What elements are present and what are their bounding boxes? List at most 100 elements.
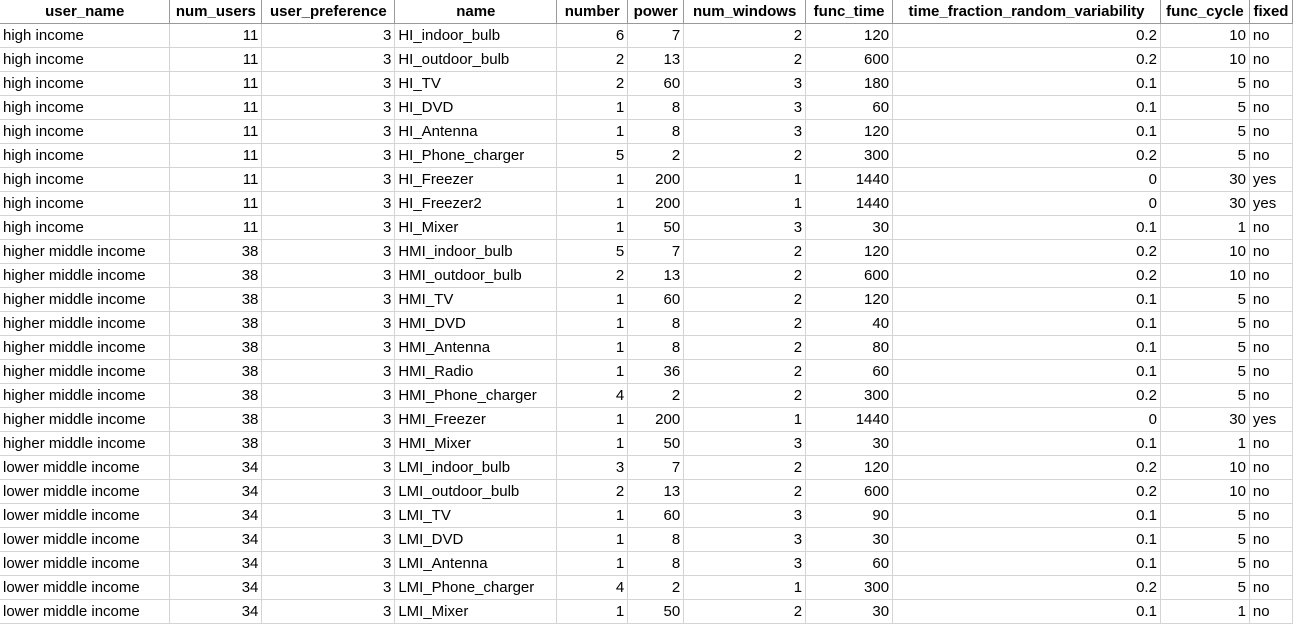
cell-user-preference[interactable]: 3 [261,455,396,480]
cell-fixed[interactable]: no [1249,431,1293,456]
cell-name[interactable]: LMI_Mixer [394,599,558,624]
cell-fixed[interactable]: yes [1249,167,1293,192]
cell-power[interactable]: 2 [627,575,685,600]
cell-func-cycle[interactable]: 10 [1160,23,1250,48]
cell-func-time[interactable]: 1440 [805,191,894,216]
cell-func-cycle[interactable]: 5 [1160,335,1250,360]
cell-number[interactable]: 1 [556,167,629,192]
column-header-num-users[interactable]: num_users [169,0,263,24]
cell-number[interactable]: 5 [556,143,629,168]
cell-user-name[interactable]: higher middle income [0,335,171,360]
cell-num-users[interactable]: 38 [169,239,263,264]
cell-power[interactable]: 8 [627,119,685,144]
cell-power[interactable]: 36 [627,359,685,384]
cell-fixed[interactable]: no [1249,311,1293,336]
cell-power[interactable]: 7 [627,239,685,264]
cell-power[interactable]: 8 [627,527,685,552]
cell-name[interactable]: HMI_outdoor_bulb [394,263,558,288]
cell-num-users[interactable]: 11 [169,71,263,96]
cell-user-preference[interactable]: 3 [261,167,396,192]
cell-user-preference[interactable]: 3 [261,311,396,336]
cell-name[interactable]: HMI_Phone_charger [394,383,558,408]
cell-time-fraction-random-variability[interactable]: 0.2 [892,575,1161,600]
cell-user-name[interactable]: lower middle income [0,551,171,576]
column-header-time-fraction-random-variability[interactable]: time_fraction_random_variability [892,0,1161,24]
cell-time-fraction-random-variability[interactable]: 0.1 [892,119,1161,144]
cell-num-windows[interactable]: 3 [683,95,807,120]
cell-user-name[interactable]: high income [0,215,171,240]
column-header-func-time[interactable]: func_time [805,0,894,24]
cell-power[interactable]: 8 [627,311,685,336]
cell-name[interactable]: LMI_outdoor_bulb [394,479,558,504]
cell-name[interactable]: HI_Phone_charger [394,143,558,168]
column-header-name[interactable]: name [394,0,558,24]
cell-num-users[interactable]: 34 [169,503,263,528]
cell-user-name[interactable]: high income [0,95,171,120]
cell-fixed[interactable]: no [1249,599,1293,624]
cell-power[interactable]: 60 [627,287,685,312]
cell-num-windows[interactable]: 2 [683,143,807,168]
cell-func-time[interactable]: 60 [805,359,894,384]
cell-num-windows[interactable]: 2 [683,239,807,264]
cell-num-users[interactable]: 11 [169,23,263,48]
column-header-user-preference[interactable]: user_preference [261,0,396,24]
cell-num-windows[interactable]: 1 [683,575,807,600]
cell-func-cycle[interactable]: 1 [1160,599,1250,624]
cell-name[interactable]: HMI_Mixer [394,431,558,456]
cell-func-cycle[interactable]: 10 [1160,479,1250,504]
cell-func-cycle[interactable]: 5 [1160,143,1250,168]
cell-func-cycle[interactable]: 5 [1160,311,1250,336]
cell-num-windows[interactable]: 3 [683,551,807,576]
cell-user-preference[interactable]: 3 [261,383,396,408]
cell-num-windows[interactable]: 2 [683,599,807,624]
cell-fixed[interactable]: no [1249,71,1293,96]
cell-time-fraction-random-variability[interactable]: 0.1 [892,359,1161,384]
cell-power[interactable]: 200 [627,407,685,432]
cell-time-fraction-random-variability[interactable]: 0.2 [892,23,1161,48]
cell-func-cycle[interactable]: 10 [1160,455,1250,480]
cell-time-fraction-random-variability[interactable]: 0.2 [892,143,1161,168]
cell-user-name[interactable]: lower middle income [0,503,171,528]
cell-power[interactable]: 60 [627,503,685,528]
cell-num-users[interactable]: 11 [169,119,263,144]
cell-num-users[interactable]: 38 [169,431,263,456]
cell-func-time[interactable]: 180 [805,71,894,96]
cell-num-users[interactable]: 11 [169,215,263,240]
cell-func-time[interactable]: 60 [805,95,894,120]
cell-user-name[interactable]: higher middle income [0,311,171,336]
cell-func-cycle[interactable]: 30 [1160,191,1250,216]
cell-fixed[interactable]: no [1249,23,1293,48]
cell-user-name[interactable]: high income [0,167,171,192]
cell-func-time[interactable]: 30 [805,215,894,240]
cell-user-preference[interactable]: 3 [261,119,396,144]
cell-user-name[interactable]: higher middle income [0,287,171,312]
cell-time-fraction-random-variability[interactable]: 0 [892,191,1161,216]
cell-num-users[interactable]: 38 [169,407,263,432]
cell-name[interactable]: HI_outdoor_bulb [394,47,558,72]
cell-func-cycle[interactable]: 5 [1160,503,1250,528]
cell-fixed[interactable]: no [1249,287,1293,312]
cell-number[interactable]: 1 [556,599,629,624]
cell-power[interactable]: 60 [627,71,685,96]
cell-user-preference[interactable]: 3 [261,23,396,48]
cell-name[interactable]: LMI_TV [394,503,558,528]
cell-time-fraction-random-variability[interactable]: 0.2 [892,263,1161,288]
cell-name[interactable]: HMI_Radio [394,359,558,384]
cell-func-cycle[interactable]: 10 [1160,47,1250,72]
cell-power[interactable]: 50 [627,431,685,456]
cell-func-cycle[interactable]: 10 [1160,239,1250,264]
cell-num-windows[interactable]: 3 [683,119,807,144]
cell-num-windows[interactable]: 2 [683,335,807,360]
cell-name[interactable]: LMI_indoor_bulb [394,455,558,480]
cell-number[interactable]: 1 [556,503,629,528]
cell-user-preference[interactable]: 3 [261,71,396,96]
cell-number[interactable]: 1 [556,335,629,360]
cell-time-fraction-random-variability[interactable]: 0.1 [892,527,1161,552]
cell-number[interactable]: 1 [556,407,629,432]
cell-name[interactable]: HMI_indoor_bulb [394,239,558,264]
cell-user-preference[interactable]: 3 [261,95,396,120]
cell-fixed[interactable]: yes [1249,407,1293,432]
cell-user-name[interactable]: high income [0,119,171,144]
cell-user-preference[interactable]: 3 [261,143,396,168]
cell-num-users[interactable]: 38 [169,263,263,288]
